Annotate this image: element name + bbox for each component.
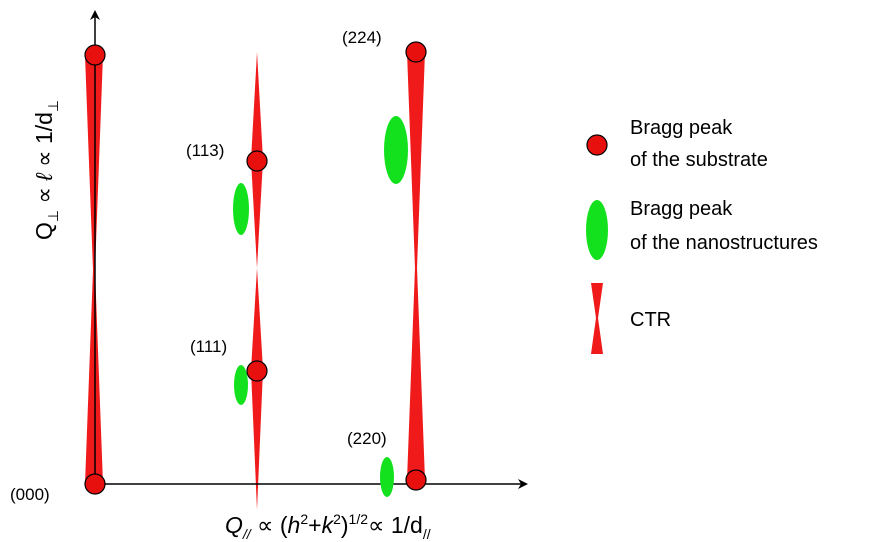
nano-peak-224 — [384, 116, 408, 184]
label-224: (224) — [342, 28, 382, 47]
legend-ctr-label: CTR — [630, 309, 671, 331]
substrate-peak-113 — [246, 150, 268, 172]
legend-substrate-peak-icon — [586, 134, 608, 156]
label-000: (000) — [10, 485, 50, 504]
legend-substrate-line1: Bragg peak — [630, 117, 733, 139]
label-113: (113) — [186, 141, 224, 160]
legend-substrate-line2: of the substrate — [630, 149, 768, 171]
nano-peak-111 — [234, 365, 248, 405]
legend-nano-line1: Bragg peak — [630, 198, 733, 220]
legend-nano-peak-icon — [586, 200, 608, 260]
ctr-streak-000 — [85, 55, 103, 484]
legend-nano-line2: of the nanostructures — [630, 232, 818, 254]
substrate-peak-111 — [246, 360, 268, 382]
substrate-peak-000-origin — [84, 473, 106, 495]
ctr-streak-22l — [407, 52, 425, 480]
nano-peak-220 — [380, 457, 394, 497]
y-axis-label: Q⊥ ∝ ℓ ∝ 1/d⊥ — [31, 100, 61, 240]
substrate-peak-002 — [84, 44, 106, 66]
label-111: (111) — [190, 337, 227, 356]
x-axis-label: Q// ∝ (h2+k2)1/2∝ 1/d// — [225, 511, 431, 542]
substrate-peak-220 — [405, 469, 427, 491]
ctr-streak-11l — [251, 52, 263, 510]
legend-ctr-icon — [591, 283, 603, 354]
label-220: (220) — [347, 429, 387, 448]
legend: Bragg peak of the substrate Bragg peak o… — [586, 117, 818, 354]
substrate-peak-224 — [405, 41, 427, 63]
nano-peak-113 — [233, 183, 249, 235]
